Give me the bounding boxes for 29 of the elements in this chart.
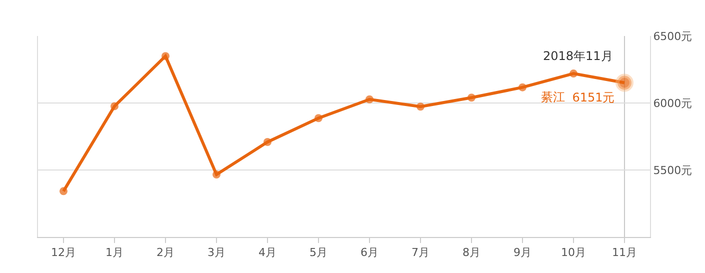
x-tick-label: 9月 — [514, 246, 532, 260]
point — [518, 83, 526, 92]
x-tick-label: 12月 — [51, 246, 76, 260]
x-tick-label: 11月 — [612, 246, 637, 260]
x-tick-label: 8月 — [462, 246, 480, 260]
y-tick-label: 5500元 — [653, 164, 692, 177]
point — [416, 102, 424, 111]
point — [314, 114, 322, 122]
point — [468, 94, 476, 102]
point — [570, 70, 578, 78]
x-tick-label: 3月 — [208, 246, 226, 260]
point — [366, 95, 374, 104]
point — [212, 170, 220, 179]
x-tick-label: 7月 — [412, 246, 430, 260]
data-label: 6151元 — [572, 90, 615, 105]
point — [162, 52, 170, 60]
point — [110, 102, 118, 110]
x-tick-label: 5月 — [310, 246, 328, 260]
x-tick-label: 10月 — [561, 246, 586, 260]
y-tick-label: 6500元 — [653, 30, 692, 43]
point — [60, 187, 68, 196]
x-tick-label: 6月 — [360, 246, 378, 260]
x-tick-label: 2月 — [156, 246, 174, 260]
y-tick-label: 6000元 — [653, 96, 692, 110]
x-tick-label: 1月 — [106, 246, 124, 260]
series-label: 綦江 — [541, 90, 565, 104]
x-tick-label: 4月 — [258, 246, 276, 260]
point — [264, 138, 272, 146]
annotation: 2018年11月 — [543, 49, 613, 63]
